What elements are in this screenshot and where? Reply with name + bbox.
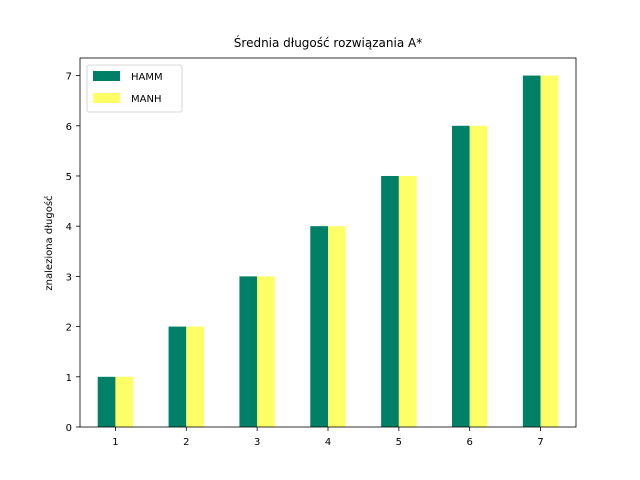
x-tick-label: 4 [325,437,331,448]
y-tick-label: 7 [66,72,72,83]
bar-hamm-3 [239,276,258,427]
y-tick-label: 6 [66,122,72,133]
x-tick-label: 5 [396,437,402,448]
bar-hamm-4 [310,226,328,427]
bar-hamm-5 [381,175,399,427]
bar-hamm-6 [452,125,470,427]
bar-manh-3 [257,276,275,427]
bar-hamm-2 [168,326,187,427]
chart-title: Średnia długość rozwiązania A* [234,35,422,50]
bar-manh-5 [398,175,417,427]
bar-manh-7 [540,75,559,427]
plot-area: 1 2 3 4 5 6 7 0 1 2 3 4 5 6 7 [66,57,577,448]
bar-manh-6 [469,125,488,427]
y-tick-label: 1 [66,373,72,384]
y-tick-label: 2 [66,323,72,334]
bar-manh-1 [115,376,134,427]
legend-label-hamm: HAMM [131,72,163,83]
legend-swatch-manh [93,93,120,103]
x-tick-label: 2 [183,437,189,448]
y-tick-label: 4 [66,222,72,233]
legend-swatch-hamm [93,71,120,81]
x-tick-label: 6 [467,437,473,448]
y-tick-label: 5 [66,172,72,183]
x-tick-label: 1 [112,437,118,448]
bar-hamm-1 [97,376,116,427]
bar-manh-4 [328,226,346,427]
legend: HAMM MANH [86,64,183,113]
x-tick-label: 3 [254,437,260,448]
y-tick-label: 0 [66,423,72,434]
bar-manh-2 [186,326,204,427]
bar-hamm-7 [522,75,541,427]
legend-label-manh: MANH [131,94,161,105]
x-tick-label: 7 [537,437,543,448]
y-tick-label: 3 [66,272,72,283]
y-axis-label: znaleziona długość [43,195,55,290]
